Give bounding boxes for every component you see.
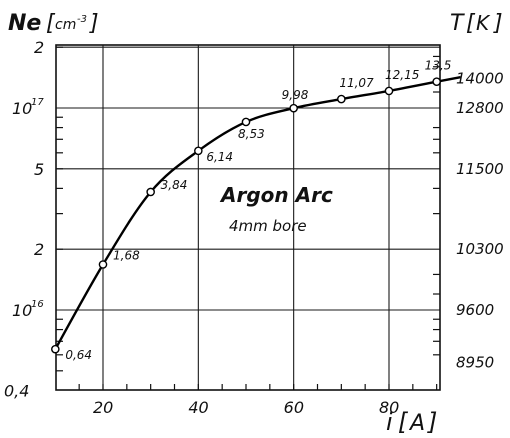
x-axis-unit: A <box>408 411 425 436</box>
x-tick-label: 20 <box>93 398 113 417</box>
x-tick-label: 40 <box>188 398 208 417</box>
data-point <box>241 117 251 127</box>
data-point <box>194 146 203 156</box>
x-axis-bracket-close: ] <box>427 408 437 436</box>
data-label: 0,64 <box>65 348 92 362</box>
y-tick-label: 2 <box>34 240 44 259</box>
grid-lines <box>56 45 440 390</box>
data-label: 11,07 <box>339 76 374 90</box>
y2-axis-title: T <box>450 11 465 36</box>
data-point <box>98 260 108 269</box>
y-axis-bracket-close: ] <box>89 11 99 36</box>
y2-tick-label: 14000 <box>456 69 504 87</box>
y2-axis-bracket-close: ] <box>493 11 503 36</box>
y2-tick-label: 11500 <box>456 160 504 178</box>
y-tick-label: 0,4 <box>4 381 29 400</box>
y-tick-exponent: 16 <box>31 299 44 310</box>
chart-title: Argon Arc <box>219 183 333 207</box>
y2-axis-bracket-open: [ <box>466 11 476 36</box>
data-point <box>337 94 346 104</box>
data-point <box>51 344 60 354</box>
y-axis-unit-exponent: -3 <box>77 14 87 25</box>
plot-frame <box>55 44 441 391</box>
y-tick-label: 10 <box>12 99 32 118</box>
y-axis-bracket-open: [ <box>46 11 56 36</box>
ne-curve <box>54 76 461 350</box>
data-label: 6,14 <box>206 150 233 164</box>
data-point <box>289 103 298 113</box>
y-tick-exponent: 17 <box>31 97 44 108</box>
data-point <box>432 77 441 86</box>
data-label: 12,15 <box>385 68 419 82</box>
data-points <box>51 77 441 354</box>
data-label: 13,5 <box>425 59 452 73</box>
y-tick-label: 2 <box>34 38 44 57</box>
data-curve <box>54 76 461 350</box>
data-label: 9,98 <box>282 88 309 102</box>
minor-ticks <box>56 46 440 390</box>
tick-labels: 0,64 1,68 3,84 6,14 8,53 9,98 11,07 12,15 13,5 2 1… <box>4 38 504 417</box>
data-label: 8,53 <box>238 127 265 141</box>
data-point <box>146 187 155 197</box>
y-axis-title: Ne <box>8 11 41 36</box>
y2-tick-label: 10300 <box>456 240 504 258</box>
y-axis-unit: cm <box>55 17 76 33</box>
x-tick-label: 80 <box>379 398 399 417</box>
chart-subtitle: 4mm bore <box>229 217 307 235</box>
x-tick-label: 60 <box>284 398 304 417</box>
y2-axis-unit: K <box>476 11 491 35</box>
data-label: 1,68 <box>113 248 140 262</box>
data-label: 3,84 <box>161 178 188 192</box>
y-tick-label: 10 <box>12 301 32 320</box>
data-point <box>384 86 394 96</box>
x-axis-bracket-open: [ <box>398 408 409 436</box>
y2-tick-label: 9600 <box>456 301 494 319</box>
x-axis-title: i <box>386 408 393 436</box>
y2-tick-label: 12800 <box>456 99 504 117</box>
y-tick-label: 5 <box>34 160 44 179</box>
y2-tick-label: 8950 <box>456 353 494 371</box>
